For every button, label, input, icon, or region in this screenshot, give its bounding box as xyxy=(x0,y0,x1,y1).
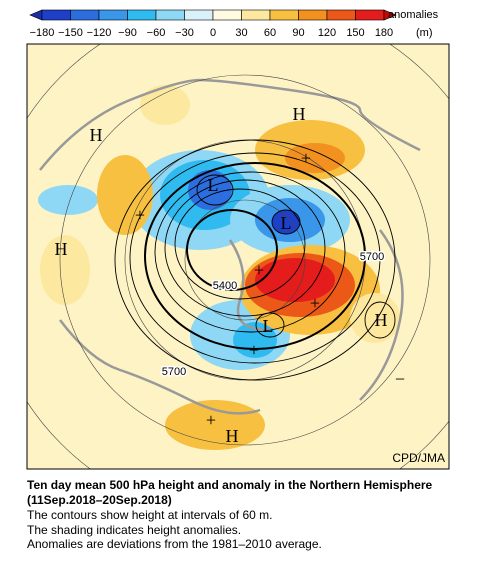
pressure-label: + xyxy=(249,340,259,360)
colorbar-tick-label: −60 xyxy=(147,27,166,39)
height-contours xyxy=(114,139,396,381)
map-frame xyxy=(26,43,450,470)
colorbar-ticks: −180 −150 −120 −90 −60 −30 0 30 60 90 120 150 180 xyxy=(30,27,394,39)
map-labels: H H H H H L L L 5700 5400 5700 + + + + + + − xyxy=(55,104,406,446)
pressure-label: H xyxy=(226,426,239,446)
caption-line: Anomalies are deviations from the 1981–2… xyxy=(27,537,322,551)
colorbar-tick-label: −150 xyxy=(58,27,83,39)
pressure-label: + xyxy=(254,260,264,280)
pressure-label: H xyxy=(55,239,68,259)
caption-line: The shading indicates height anomalies. xyxy=(27,522,242,537)
colorbar xyxy=(29,9,397,21)
colorbar-tick-label: 120 xyxy=(318,27,336,39)
pressure-label: + xyxy=(135,205,145,225)
pressure-label: L xyxy=(263,316,274,336)
pressure-label: H xyxy=(90,125,103,145)
colorbar-tick-label: 180 xyxy=(375,27,393,39)
colorbar-tick-label: 60 xyxy=(264,27,276,39)
pressure-label: + xyxy=(310,293,320,313)
pressure-label: H xyxy=(293,104,306,124)
colorbar-tick-label: −180 xyxy=(30,27,55,39)
colorbar-tick-label: 90 xyxy=(292,27,304,39)
colorbar-tick-label: −120 xyxy=(87,27,112,39)
colorbar-unit: (m) xyxy=(416,27,433,39)
pressure-label: H xyxy=(375,310,388,330)
contour-label: 5700 xyxy=(162,366,186,378)
colorbar-tick-label: −90 xyxy=(118,27,137,39)
colorbar-tick-label: 0 xyxy=(210,27,216,39)
coastlines xyxy=(39,78,421,415)
caption-title: Ten day mean 500 hPa height and anomaly … xyxy=(27,478,433,507)
colorbar-tick-label: −30 xyxy=(175,27,194,39)
colorbar-tick-label: 30 xyxy=(235,27,247,39)
pressure-label: L xyxy=(208,175,219,195)
credit: CPD/JMA xyxy=(392,451,445,465)
figure: −180 −150 −120 −90 −60 −30 0 30 60 90 120 150 180 an… xyxy=(26,9,450,470)
pressure-label: L xyxy=(281,213,292,233)
colorbar-tick-label: 150 xyxy=(346,27,364,39)
caption-line: The contours show height at intervals of… xyxy=(27,508,273,522)
map: H H H H H L L L 5700 5400 5700 + + + + + + − xyxy=(27,44,449,469)
pressure-label: + xyxy=(301,148,311,168)
pressure-label: + xyxy=(206,410,216,430)
contour-label: 5400 xyxy=(213,280,237,292)
colorbar-title: anomalies xyxy=(388,9,439,21)
pressure-label: − xyxy=(395,369,405,389)
contour-label: 5700 xyxy=(360,251,384,263)
